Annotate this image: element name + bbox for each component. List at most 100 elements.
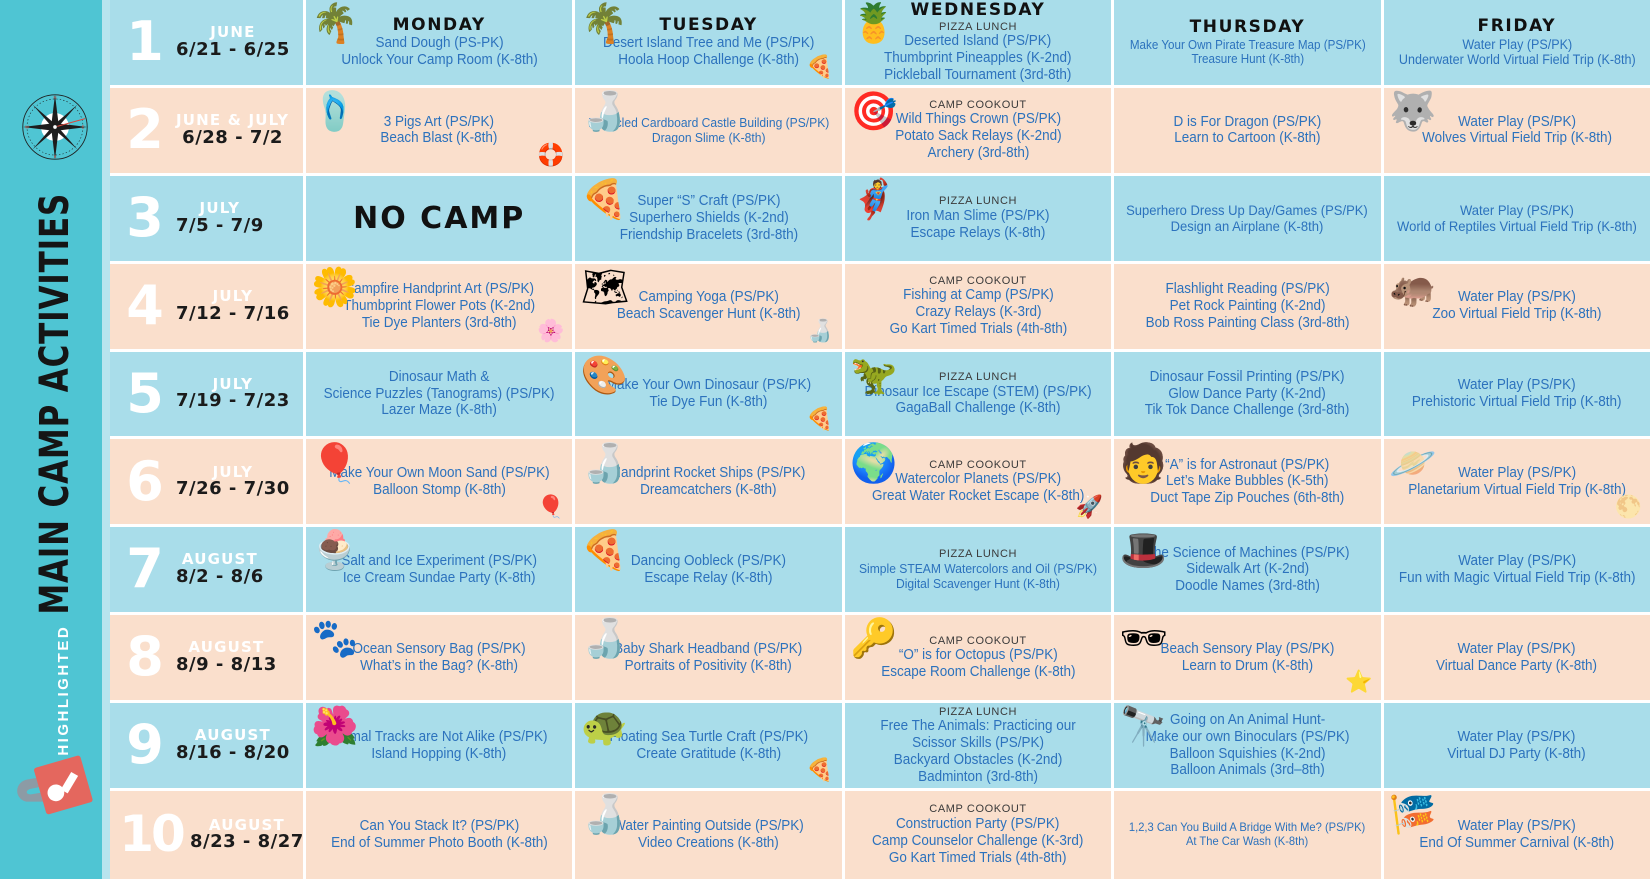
activity-cell-thursday[interactable]: Dinosaur Fossil Printing (PS/PK) Glow Dan…	[1114, 351, 1384, 437]
svg-text:E: E	[82, 124, 85, 129]
activity-line: Zoo Virtual Field Trip (K-8th)	[1432, 306, 1602, 323]
activity-list: Make Your Own Pirate Treasure Map (PS/PK…	[1130, 38, 1366, 67]
meal-label: PIZZA LUNCH	[938, 20, 1018, 33]
activity-list: Deserted Island (PS/PK) Thumbprint Pineap…	[884, 33, 1071, 83]
activity-cell-wednesday[interactable]: CAMP COOKOUT Fishing at Camp (PS/PK) Crazy…	[844, 263, 1115, 349]
activity-cell-tuesday[interactable]: Handprint Rocket Ships (PS/PK) Dreamcatch…	[575, 439, 845, 525]
activity-list: The Science of Machines (PS/PK) Sidewalk …	[1145, 545, 1349, 595]
activity-line: Fun with Magic Virtual Field Trip (K-8th…	[1398, 569, 1636, 586]
meal-label: CAMP COOKOUT	[929, 803, 1027, 816]
calendar-grid: 1 JUNE 6/21 - 6/25 MONDAY Sand Dough (PS-PK)…	[110, 0, 1650, 879]
activity-cell-friday[interactable]: Water Play (PS/PK) Planetarium Virtual Fi…	[1383, 439, 1650, 525]
activity-cell-wednesday[interactable]: CAMP COOKOUT Watercolor Planets (PS/PK) Gr…	[844, 439, 1115, 525]
activity-cell-thursday[interactable]: 1,2,3 Can You Build A Bridge With Me? (P…	[1114, 791, 1384, 879]
activity-cell-monday[interactable]: Animal Tracks are Not Alike (PS/PK) Islan…	[306, 703, 576, 789]
activity-cell-thursday[interactable]: D is For Dragon (PS/PK) Learn to Cartoon …	[1114, 87, 1384, 173]
activity-cell-monday[interactable]: Salt and Ice Experiment (PS/PK) Ice Cream…	[306, 527, 576, 613]
activity-line: Baby Shark Headband (PS/PK)	[614, 640, 803, 657]
activity-cell-wednesday[interactable]: PIZZA LUNCH Free The Animals: Practicing …	[844, 703, 1115, 789]
activity-cell-thursday[interactable]: Flashlight Reading (PS/PK) Pet Rock Paint…	[1114, 263, 1384, 349]
activity-line: World of Reptiles Virtual Field Trip (K-…	[1396, 218, 1637, 235]
activity-cell-friday[interactable]: Water Play (PS/PK) Virtual DJ Party (K-8t…	[1383, 703, 1650, 789]
activity-cell-tuesday[interactable]: Floating Sea Turtle Craft (PS/PK) Create …	[575, 703, 845, 789]
activity-cell-wednesday[interactable]: PIZZA LUNCH Dinosaur Ice Escape (STEM) (P…	[844, 351, 1115, 437]
activity-cell-friday[interactable]: Water Play (PS/PK) Fun with Magic Virtual…	[1383, 527, 1650, 613]
activity-cell-monday[interactable]: 3 Pigs Art (PS/PK) Beach Blast (K-8th) 🩴 🛟	[306, 87, 576, 173]
week-month: JULY	[212, 374, 254, 393]
week-dates: 6/21 - 6/25	[176, 38, 290, 60]
activity-line: Portraits of Positivity (K-8th)	[625, 657, 793, 674]
activity-list: Dancing Oobleck (PS/PK) Escape Relay (K-8…	[631, 553, 786, 587]
activity-cell-wednesday[interactable]: PIZZA LUNCH Iron Man Slime (PS/PK) Escape …	[844, 175, 1115, 261]
week-row: 4 JULY 7/12 - 7/16 Campfire Handprint Art (…	[110, 263, 1650, 352]
activity-cell-thursday[interactable]: THURSDAY Make Your Own Pirate Treasure Ma…	[1114, 0, 1384, 85]
activity-cell-thursday[interactable]: Beach Sensory Play (PS/PK) Learn to Drum …	[1114, 615, 1384, 701]
activity-cell-tuesday[interactable]: Make Your Own Dinosaur (PS/PK) Tie Dye Fu…	[575, 351, 845, 437]
activity-line: Dancing Oobleck (PS/PK)	[631, 552, 787, 569]
activity-cell-tuesday[interactable]: TUESDAY Desert Island Tree and Me (PS/PK)…	[575, 0, 845, 85]
activity-cell-friday[interactable]: Water Play (PS/PK) Zoo Virtual Field Trip…	[1383, 263, 1650, 349]
activity-cell-thursday[interactable]: Going on An Animal Hunt- Make our own Bin…	[1114, 703, 1384, 789]
activity-cell-wednesday[interactable]: WEDNESDAY PIZZA LUNCH Deserted Island (PS/…	[844, 0, 1115, 85]
week-number: 5	[126, 361, 164, 425]
activity-cell-friday[interactable]: Water Play (PS/PK) Wolves Virtual Field T…	[1383, 87, 1650, 173]
activity-cell-friday[interactable]: FRIDAY Water Play (PS/PK) Underwater World…	[1383, 0, 1650, 85]
activity-cell-monday[interactable]: MONDAY Sand Dough (PS-PK) Unlock Your Camp…	[306, 0, 576, 85]
activity-cell-friday[interactable]: Water Play (PS/PK) World of Reptiles Virt…	[1383, 175, 1650, 261]
starfish-icon: ⭐	[1345, 669, 1373, 695]
activity-cell-thursday[interactable]: “A” is for Astronaut (PS/PK) Let’s Make B…	[1114, 439, 1384, 525]
week-row: 5 JULY 7/19 - 7/23 Dinosaur Math & Science P…	[110, 351, 1650, 440]
activity-line: Handprint Rocket Ships (PS/PK)	[611, 465, 806, 482]
week-dates: 8/16 - 8/20	[176, 742, 290, 763]
activity-cell-tuesday[interactable]: Recycled Cardboard Castle Building (PS/P…	[575, 87, 845, 173]
activity-line: At The Car Wash (K-8th)	[1186, 833, 1309, 848]
activity-line: Desert Island Tree and Me (PS/PK)	[602, 35, 815, 52]
activity-cell-thursday[interactable]: The Science of Machines (PS/PK) Sidewalk …	[1114, 527, 1384, 613]
moon-icon: 🌕	[1614, 493, 1643, 519]
activity-line: Animal Tracks are Not Alike (PS/PK)	[330, 728, 548, 745]
activity-cell-monday[interactable]: Can You Stack It? (PS/PK) End of Summer P…	[306, 791, 576, 879]
activity-line: Fishing at Camp (PS/PK)	[902, 287, 1054, 304]
superheroes-icon: 🦸	[850, 178, 898, 221]
activity-list: Dinosaur Fossil Printing (PS/PK) Glow Dan…	[1145, 369, 1350, 419]
activity-cell-thursday[interactable]: Superhero Dress Up Day/Games (PS/PK) Desi…	[1114, 175, 1384, 261]
no-camp-label: NO CAMP	[353, 200, 526, 236]
activity-cell-wednesday[interactable]: CAMP COOKOUT Construction Party (PS/PK) Ca…	[844, 791, 1115, 879]
hippo-icon: 🦛	[1388, 266, 1437, 309]
activity-cell-friday[interactable]: Water Play (PS/PK) End Of Summer Carnival…	[1383, 791, 1650, 879]
day-header: TUESDAY	[659, 14, 758, 35]
activity-cell-tuesday[interactable]: Water Painting Outside (PS/PK) Video Crea…	[575, 791, 845, 879]
week-month: JULY	[199, 198, 241, 217]
activity-line: Archery (3rd-8th)	[927, 145, 1029, 162]
activity-cell-wednesday[interactable]: CAMP COOKOUT Wild Things Crown (PS/PK) Pot…	[844, 87, 1115, 173]
activity-cell-tuesday[interactable]: Camping Yoga (PS/PK) Beach Scavenger Hunt…	[575, 263, 845, 349]
activity-line: Dinosaur Math &	[388, 368, 490, 385]
week-row: 9 AUGUST 8/16 - 8/20 Animal Tracks are Not …	[110, 703, 1650, 792]
activity-cell-friday[interactable]: Water Play (PS/PK) Prehistoric Virtual Fi…	[1383, 351, 1650, 437]
activity-cell-monday[interactable]: NO CAMP	[306, 175, 576, 261]
meal-label: CAMP COOKOUT	[929, 98, 1027, 111]
activity-cell-wednesday[interactable]: CAMP COOKOUT “O” is for Octopus (PS/PK) Es…	[844, 615, 1115, 701]
meal-label: CAMP COOKOUT	[929, 458, 1027, 471]
activity-line: Wild Things Crown (PS/PK)	[895, 111, 1061, 128]
activity-list: Water Play (PS/PK) Prehistoric Virtual Fi…	[1412, 377, 1622, 411]
activity-cell-tuesday[interactable]: Dancing Oobleck (PS/PK) Escape Relay (K-8…	[575, 527, 845, 613]
week-number: 1	[126, 10, 164, 74]
week-label-cell: 3 JULY 7/5 - 7/9	[110, 175, 306, 261]
activity-line: Thumbprint Flower Pots (K-2nd)	[343, 297, 536, 314]
activity-line: Going on An Animal Hunt-	[1169, 711, 1326, 728]
activity-cell-wednesday[interactable]: PIZZA LUNCH Simple STEAM Watercolors and …	[844, 527, 1115, 613]
week-row: 10 AUGUST 8/23 - 8/27 Can You Stack It? (PS…	[110, 791, 1650, 879]
activity-cell-tuesday[interactable]: Baby Shark Headband (PS/PK) Portraits of …	[575, 615, 845, 701]
week-label-cell: 7 AUGUST 8/2 - 8/6	[110, 527, 306, 613]
activity-cell-friday[interactable]: Water Play (PS/PK) Virtual Dance Party (K…	[1383, 615, 1650, 701]
activity-list: Animal Tracks are Not Alike (PS/PK) Islan…	[331, 729, 548, 763]
activity-cell-monday[interactable]: Campfire Handprint Art (PS/PK) Thumbprint…	[306, 263, 576, 349]
activity-cell-tuesday[interactable]: Super “S” Craft (PS/PK) Superhero Shields…	[575, 175, 845, 261]
week-number: 7	[126, 537, 164, 601]
activity-cell-monday[interactable]: Make Your Own Moon Sand (PS/PK) Balloon S…	[306, 439, 576, 525]
week-month: AUGUST	[208, 815, 285, 834]
activity-cell-monday[interactable]: Ocean Sensory Bag (PS/PK) What’s in the B…	[306, 615, 576, 701]
activity-cell-monday[interactable]: Dinosaur Math & Science Puzzles (Tanogram…	[306, 351, 576, 437]
